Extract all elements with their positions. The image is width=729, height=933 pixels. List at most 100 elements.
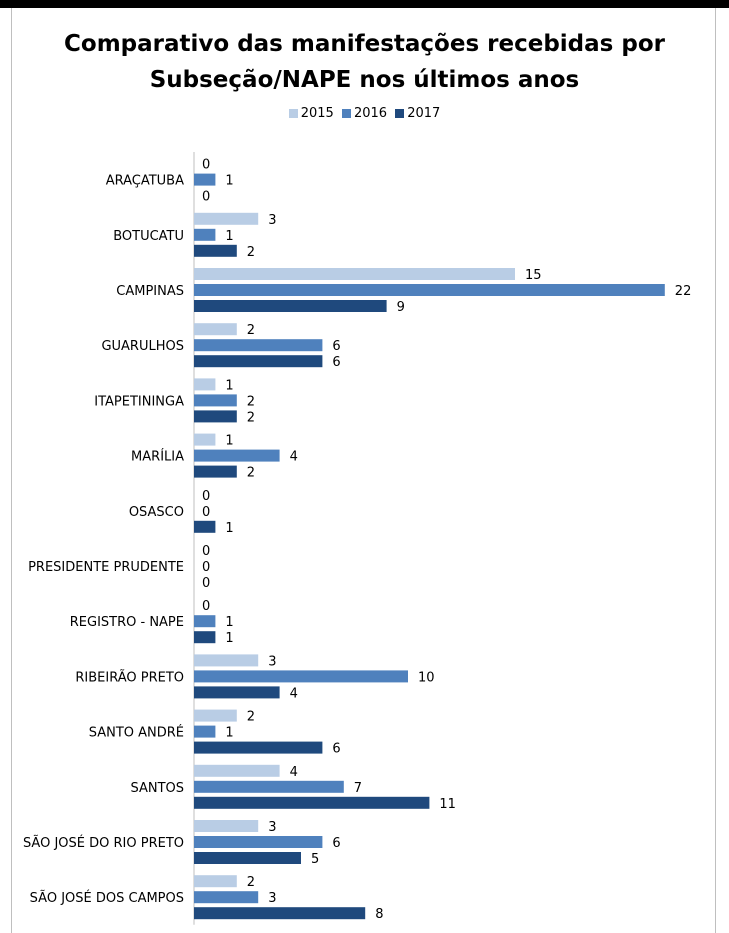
category-label-presidente-prudente: PRESIDENTE PRUDENTE — [28, 560, 184, 575]
category-label-marilia: MARÍLIA — [131, 449, 184, 465]
value-label-marilia-2017: 2 — [247, 466, 255, 481]
bar-guarulhos-2015 — [194, 323, 237, 336]
chart-frame — [11, 8, 716, 933]
bar-botucatu-2015 — [194, 212, 259, 225]
value-label-campinas-2016: 22 — [675, 284, 692, 299]
legend-entry-2015: 2015 — [288, 106, 334, 121]
value-label-sao-jose-do-rio-preto-2015: 3 — [268, 820, 276, 835]
bar-marilia-2015 — [194, 433, 216, 446]
category-label-registro-nape: REGISTRO - NAPE — [70, 615, 184, 630]
value-label-aracatuba-2015: 0 — [202, 158, 210, 173]
value-label-marilia-2016: 4 — [290, 450, 298, 465]
legend-swatch-2017 — [395, 109, 405, 118]
bar-itapetininga-2016 — [194, 394, 237, 407]
bar-sao-jose-dos-campos-2016 — [194, 891, 259, 904]
value-label-presidente-prudente-2016: 0 — [202, 560, 210, 575]
value-label-sao-jose-do-rio-preto-2016: 6 — [332, 836, 340, 851]
value-label-guarulhos-2017: 6 — [332, 355, 340, 370]
category-label-sao-jose-dos-campos: SÃO JOSÉ DOS CAMPOS — [30, 890, 184, 906]
category-label-santo-andre: SANTO ANDRÉ — [89, 725, 184, 741]
bar-guarulhos-2017 — [194, 355, 323, 368]
value-label-marilia-2015: 1 — [225, 434, 233, 449]
value-label-sao-jose-dos-campos-2015: 2 — [247, 875, 255, 890]
value-label-botucatu-2017: 2 — [247, 245, 255, 260]
chart-legend: 2015 2016 2017 — [0, 106, 729, 121]
bar-osasco-2017 — [194, 520, 216, 533]
category-label-ribeirao-preto: RIBEIRÃO PRETO — [75, 669, 184, 685]
value-label-santo-andre-2017: 6 — [332, 742, 340, 757]
value-label-itapetininga-2015: 1 — [225, 378, 233, 393]
value-label-itapetininga-2017: 2 — [247, 410, 255, 425]
value-label-santo-andre-2016: 1 — [225, 726, 233, 741]
bar-campinas-2015 — [194, 268, 515, 280]
value-label-ribeirao-preto-2017: 4 — [290, 686, 298, 701]
value-label-itapetininga-2016: 2 — [247, 394, 255, 409]
legend-label-2017: 2017 — [407, 106, 441, 121]
value-label-guarulhos-2015: 2 — [247, 323, 255, 338]
value-label-sao-jose-dos-campos-2017: 8 — [375, 907, 383, 922]
value-label-presidente-prudente-2015: 0 — [202, 544, 210, 559]
bar-marilia-2017 — [194, 465, 237, 478]
bar-ribeirao-preto-2016 — [194, 670, 408, 683]
value-label-aracatuba-2017: 0 — [202, 190, 210, 205]
bar-itapetininga-2015 — [194, 378, 216, 391]
bar-registro-nape-2017 — [194, 631, 216, 644]
bar-itapetininga-2017 — [194, 410, 237, 423]
bar-ribeirao-preto-2017 — [194, 686, 280, 699]
value-label-guarulhos-2016: 6 — [332, 339, 340, 354]
value-label-santo-andre-2015: 2 — [247, 710, 255, 725]
bar-registro-nape-2016 — [194, 615, 216, 628]
value-label-santos-2015: 4 — [290, 765, 298, 780]
bar-santo-andre-2016 — [194, 725, 216, 738]
bar-sao-jose-dos-campos-2015 — [194, 875, 237, 888]
chart-title-line-2: Subseção/NAPE nos últimos anos — [149, 67, 580, 93]
bar-sao-jose-do-rio-preto-2016 — [194, 836, 323, 848]
legend-entry-2016: 2016 — [341, 106, 388, 121]
legend-swatch-2015 — [288, 109, 298, 118]
chart-title-line-1: Comparativo das manifestações recebidas … — [64, 31, 665, 57]
legend-entry-2017: 2017 — [395, 106, 440, 121]
value-label-osasco-2016: 0 — [202, 505, 210, 520]
value-label-santos-2017: 11 — [439, 797, 456, 812]
bar-ribeirao-preto-2015 — [194, 654, 259, 667]
value-label-campinas-2017: 9 — [397, 300, 405, 315]
bar-sao-jose-dos-campos-2017 — [194, 907, 366, 920]
value-label-sao-jose-do-rio-preto-2017: 5 — [311, 852, 319, 867]
value-label-osasco-2017: 1 — [225, 521, 233, 536]
value-label-botucatu-2016: 1 — [225, 229, 233, 244]
bar-campinas-2017 — [194, 300, 387, 312]
value-label-presidente-prudente-2017: 0 — [202, 576, 210, 591]
value-label-botucatu-2015: 3 — [268, 213, 276, 228]
bar-campinas-2016 — [194, 284, 665, 296]
value-label-registro-nape-2015: 0 — [202, 599, 210, 614]
bar-santo-andre-2017 — [194, 741, 323, 754]
category-label-guarulhos: GUARULHOS — [101, 339, 184, 354]
legend-swatch-2016 — [341, 109, 351, 118]
value-label-santos-2016: 7 — [354, 781, 362, 796]
category-label-santos: SANTOS — [130, 781, 184, 796]
value-label-ribeirao-preto-2015: 3 — [268, 654, 276, 669]
bar-santo-andre-2015 — [194, 709, 237, 722]
value-label-aracatuba-2016: 1 — [225, 174, 233, 189]
value-label-registro-nape-2017: 1 — [225, 631, 233, 646]
bar-sao-jose-do-rio-preto-2017 — [194, 852, 301, 864]
category-label-sao-jose-do-rio-preto: SÃO JOSÉ DO RIO PRETO — [23, 835, 184, 851]
value-label-campinas-2015: 15 — [525, 268, 542, 283]
bar-sao-jose-do-rio-preto-2015 — [194, 820, 259, 832]
legend-label-2016: 2016 — [353, 106, 388, 121]
legend-label-2015: 2015 — [300, 106, 334, 121]
chart-title: Comparativo das manifestações recebidas … — [0, 26, 729, 98]
bar-santos-2015 — [194, 764, 280, 777]
bar-aracatuba-2016 — [194, 173, 216, 186]
bar-botucatu-2017 — [194, 244, 237, 257]
category-label-itapetininga: ITAPETININGA — [94, 394, 184, 409]
bar-santos-2016 — [194, 780, 344, 793]
value-label-registro-nape-2016: 1 — [225, 615, 233, 630]
category-label-campinas: CAMPINAS — [116, 284, 184, 299]
value-label-sao-jose-dos-campos-2016: 3 — [268, 891, 276, 906]
value-label-osasco-2015: 0 — [202, 489, 210, 504]
bar-marilia-2016 — [194, 449, 280, 462]
category-label-aracatuba: ARAÇATUBA — [106, 174, 184, 189]
top-strip — [0, 0, 729, 8]
